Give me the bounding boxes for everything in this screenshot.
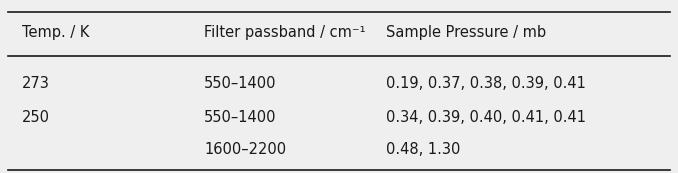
- Text: Temp. / K: Temp. / K: [22, 25, 89, 39]
- Text: Sample Pressure / mb: Sample Pressure / mb: [386, 25, 546, 39]
- Text: Filter passband / cm⁻¹: Filter passband / cm⁻¹: [204, 25, 365, 39]
- Text: 1600–2200: 1600–2200: [204, 142, 286, 157]
- Text: 273: 273: [22, 76, 49, 91]
- Text: 550–1400: 550–1400: [204, 76, 277, 91]
- Text: 550–1400: 550–1400: [204, 110, 277, 125]
- Text: 250: 250: [22, 110, 49, 125]
- Text: 0.19, 0.37, 0.38, 0.39, 0.41: 0.19, 0.37, 0.38, 0.39, 0.41: [386, 76, 586, 91]
- Text: 0.48, 1.30: 0.48, 1.30: [386, 142, 460, 157]
- Text: 0.34, 0.39, 0.40, 0.41, 0.41: 0.34, 0.39, 0.40, 0.41, 0.41: [386, 110, 586, 125]
